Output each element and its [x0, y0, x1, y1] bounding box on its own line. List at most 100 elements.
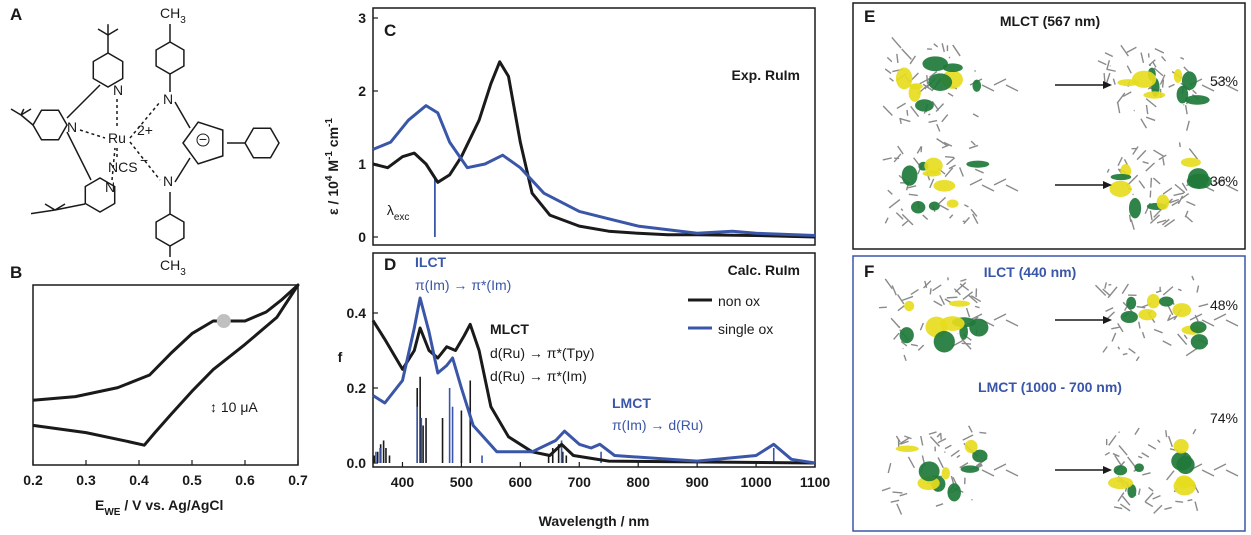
- orbital-skeleton: [1117, 322, 1124, 333]
- orbital-skeleton: [1177, 195, 1184, 205]
- orbital-skeleton: [1144, 492, 1154, 503]
- orbital-skeleton: [993, 178, 1007, 186]
- orbital-skeleton: [900, 208, 904, 212]
- orbital-skeleton: [1192, 428, 1197, 435]
- orbital-lobe: [928, 73, 953, 91]
- orbital-skeleton: [944, 298, 952, 304]
- orbital-skeleton: [943, 141, 953, 147]
- orbital-skeleton: [968, 144, 979, 150]
- orbital-skeleton: [1107, 286, 1118, 299]
- orbital-skeleton: [941, 43, 945, 53]
- orbital-skeleton: [1095, 284, 1107, 297]
- orbital-lobe: [964, 439, 978, 454]
- marker: [216, 314, 231, 328]
- y-axis-label: f: [338, 349, 343, 365]
- orbital-skeleton: [924, 280, 928, 289]
- excitation-label: λexc: [387, 202, 410, 223]
- orbital-skeleton: [1117, 156, 1123, 166]
- ring: [182, 121, 224, 165]
- orbital-skeleton: [946, 296, 958, 299]
- orbital-skeleton: [882, 157, 892, 161]
- orbital-lobe: [895, 67, 913, 90]
- orbital-skeleton: [950, 475, 955, 485]
- panel-title: ILCT (440 nm): [984, 264, 1077, 280]
- bond: [44, 203, 56, 211]
- panel-title: MLCT (567 nm): [1000, 13, 1100, 29]
- orbital-lobe: [933, 179, 956, 192]
- orbital-skeleton: [899, 492, 908, 497]
- orbital-skeleton: [970, 208, 978, 217]
- orbital-skeleton: [1177, 333, 1188, 345]
- orbital-skeleton: [887, 189, 893, 195]
- orbital-skeleton: [961, 342, 972, 345]
- orbital-skeleton: [948, 164, 956, 170]
- orbital-skeleton: [932, 284, 942, 292]
- orbital-skeleton: [964, 204, 969, 208]
- orbital-lobe: [1156, 194, 1170, 210]
- orbital-skeleton: [1225, 319, 1239, 327]
- orbital-lobe: [1181, 71, 1197, 91]
- orbital-skeleton: [1138, 180, 1146, 189]
- x-tick-label: 500: [450, 474, 474, 490]
- orbital-skeleton: [939, 295, 946, 305]
- annotation: ↕ 10 μA: [210, 399, 258, 415]
- bond: [129, 101, 161, 139]
- orbital-skeleton: [1154, 48, 1165, 54]
- panel-label: C: [384, 21, 396, 40]
- series-line: [372, 104, 816, 237]
- orbital-skeleton: [917, 344, 925, 351]
- orbital-skeleton: [1128, 347, 1136, 354]
- orbital-skeleton: [981, 84, 995, 92]
- orbital-skeleton: [1148, 486, 1154, 492]
- atom: N: [67, 119, 77, 135]
- annotation: ILCT: [415, 254, 447, 270]
- orbital-lobe: [972, 449, 988, 463]
- orbital-skeleton: [1167, 435, 1174, 448]
- orbital-lobe: [901, 165, 918, 186]
- charge: −: [140, 152, 148, 168]
- orbital-skeleton: [1153, 67, 1164, 77]
- orbital-skeleton: [1225, 184, 1239, 192]
- orbital-skeleton: [1153, 504, 1163, 514]
- orbital-skeleton: [1159, 74, 1166, 85]
- series-line: [372, 60, 816, 239]
- orbital-skeleton: [893, 332, 900, 340]
- plot-frame: [372, 7, 816, 246]
- x-tick-label: 0.5: [182, 472, 202, 488]
- y-tick-label: 0.2: [347, 380, 367, 396]
- y-tick-label: 0.0: [347, 455, 367, 471]
- orbital-skeleton: [923, 280, 932, 289]
- orbital-skeleton: [1117, 102, 1121, 114]
- series-line: [371, 319, 816, 465]
- orbital-skeleton: [913, 157, 920, 166]
- orbital-skeleton: [936, 138, 948, 147]
- orbital-skeleton: [993, 78, 1007, 86]
- orbital-skeleton: [907, 456, 915, 469]
- orbital-skeleton: [1132, 146, 1139, 155]
- orbital-skeleton: [939, 432, 942, 440]
- orbital-skeleton: [895, 212, 904, 220]
- orbital-skeleton: [1120, 44, 1129, 57]
- orbital-lobe: [1109, 180, 1132, 197]
- orbital-skeleton: [900, 341, 908, 347]
- orbital-skeleton: [1128, 214, 1132, 222]
- orbital-lobe: [908, 83, 921, 102]
- orbital-skeleton: [1166, 470, 1175, 481]
- orbital-skeleton: [1185, 120, 1190, 131]
- methyl: CH3: [160, 5, 186, 26]
- orbital-skeleton: [1106, 59, 1111, 70]
- orbital-skeleton: [889, 77, 894, 82]
- orbital-skeleton: [972, 213, 979, 225]
- orbital-lobe: [928, 201, 940, 211]
- orbital-skeleton: [1201, 319, 1215, 327]
- label-part: cm: [325, 127, 341, 151]
- orbital-skeleton: [962, 434, 974, 441]
- bond: [174, 157, 191, 183]
- orbital-skeleton: [1225, 84, 1239, 92]
- orbital-lobe: [949, 300, 970, 307]
- orbital-skeleton: [970, 295, 982, 303]
- orbital-skeleton: [1149, 210, 1153, 221]
- orbital-skeleton: [1106, 68, 1116, 72]
- legend-label: single ox: [718, 321, 773, 337]
